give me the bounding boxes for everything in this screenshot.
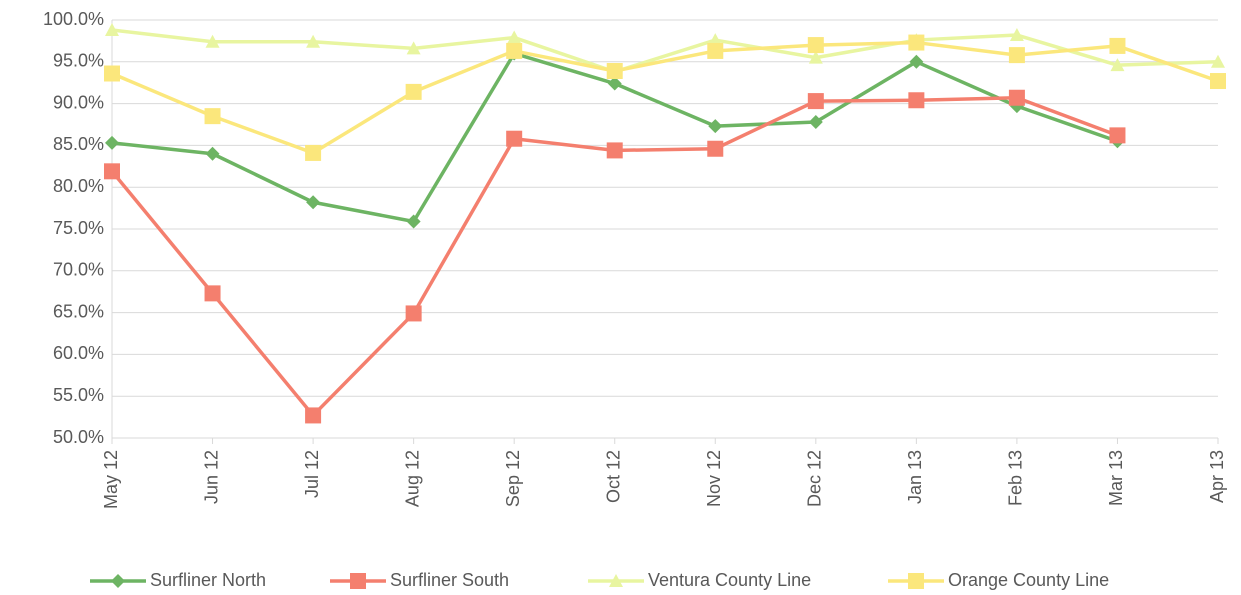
marker (1110, 58, 1125, 72)
series (104, 34, 1226, 161)
x-tick-label: May 12 (101, 450, 121, 509)
marker (506, 130, 523, 147)
marker (104, 163, 120, 180)
marker (1210, 73, 1226, 90)
marker (105, 23, 119, 37)
y-tick-label: 75.0% (53, 218, 104, 238)
x-tick-label: Jun 12 (201, 450, 221, 504)
marker (609, 574, 623, 587)
y-tick-label: 100.0% (43, 9, 104, 29)
legend-label: Surfliner South (390, 570, 509, 590)
marker (808, 50, 823, 64)
marker (205, 146, 220, 161)
y-tick-label: 95.0% (53, 51, 104, 71)
series (105, 46, 1125, 229)
marker (707, 140, 724, 157)
marker (807, 93, 824, 110)
marker (405, 83, 422, 100)
marker (111, 574, 125, 588)
marker (908, 92, 925, 109)
marker (306, 195, 321, 210)
marker (306, 34, 321, 48)
y-tick-label: 80.0% (53, 176, 104, 196)
marker (1008, 47, 1025, 64)
line (111, 40, 1219, 155)
legend-item: Surfliner North (90, 570, 266, 590)
marker (908, 34, 925, 51)
legend-item: Ventura County Line (588, 570, 811, 590)
legend-label: Ventura County Line (648, 570, 811, 590)
x-tick-label: Aug 12 (402, 450, 422, 507)
marker (350, 573, 366, 589)
x-tick-label: Nov 12 (704, 450, 724, 507)
marker (708, 119, 723, 134)
marker (808, 114, 823, 129)
line (111, 28, 1219, 74)
legend-item: Orange County Line (888, 570, 1109, 590)
marker (105, 135, 119, 150)
y-tick-label: 90.0% (53, 92, 104, 112)
y-tick-label: 50.0% (53, 427, 104, 447)
marker (406, 41, 421, 55)
marker (507, 30, 522, 44)
marker (305, 407, 322, 424)
marker (908, 573, 924, 589)
legend-label: Orange County Line (948, 570, 1109, 590)
marker (205, 34, 220, 48)
y-tick-label: 60.0% (53, 343, 104, 363)
x-tick-label: Dec 12 (805, 450, 825, 507)
x-tick-label: Mar 13 (1106, 450, 1126, 506)
marker (708, 33, 723, 47)
marker (1008, 89, 1025, 106)
legend-item: Surfliner South (330, 570, 509, 590)
marker (406, 214, 421, 229)
marker (305, 144, 322, 161)
x-tick-label: Jan 13 (905, 450, 925, 504)
y-tick-label: 55.0% (53, 385, 104, 405)
marker (204, 285, 221, 302)
marker (607, 76, 622, 91)
marker (1109, 37, 1126, 54)
marker (606, 62, 623, 79)
marker (909, 54, 924, 69)
marker (1009, 28, 1024, 42)
y-tick-label: 65.0% (53, 301, 104, 321)
marker (1211, 54, 1225, 68)
y-tick-label: 70.0% (53, 260, 104, 280)
marker (405, 305, 422, 322)
marker (104, 65, 120, 82)
marker (807, 37, 824, 54)
x-tick-label: Sep 12 (503, 450, 523, 507)
series (104, 89, 1126, 424)
marker (204, 108, 221, 125)
marker (707, 42, 724, 59)
x-tick-label: Oct 12 (603, 450, 623, 503)
x-tick-label: Apr 13 (1207, 450, 1227, 503)
marker (1109, 127, 1126, 144)
marker (506, 42, 523, 59)
x-tick-label: Jul 12 (302, 450, 322, 498)
y-tick-label: 85.0% (53, 134, 104, 154)
x-tick-label: Feb 13 (1006, 450, 1026, 506)
marker (606, 142, 623, 159)
legend-label: Surfliner North (150, 570, 266, 590)
